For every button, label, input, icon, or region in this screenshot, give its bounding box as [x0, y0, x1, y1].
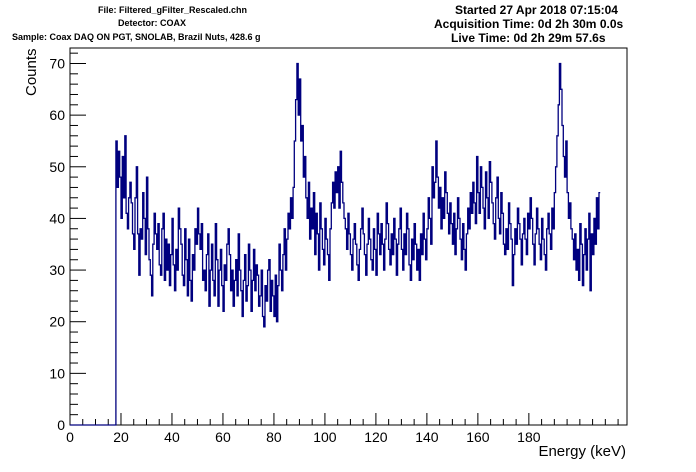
y-tick-label: 0 [57, 417, 65, 433]
y-tick-labels: 0 10 20 30 40 50 60 70 [49, 55, 65, 433]
file-label: File: Filtered_gFilter_Rescaled.chn [98, 5, 248, 15]
x-tick-label: 0 [66, 429, 74, 445]
x-tick-label: 140 [415, 429, 439, 445]
sample-label: Sample: Coax DAQ ON PGT, SNOLAB, Brazil … [12, 32, 261, 42]
y-tick-label: 10 [49, 365, 65, 381]
acquisition-time-label: Acquisition Time: 0d 2h 30m 0.0s [434, 17, 624, 31]
x-tick-label: 40 [164, 429, 180, 445]
y-tick-label: 30 [49, 262, 65, 278]
x-tick-label: 120 [364, 429, 388, 445]
y-tick-label: 50 [49, 159, 65, 175]
x-tick-label: 20 [113, 429, 129, 445]
y-tick-label: 70 [49, 55, 65, 71]
x-tick-label: 160 [466, 429, 490, 445]
x-axis-title: Energy (keV) [538, 443, 626, 460]
y-axis-title: Counts [23, 48, 40, 96]
x-tick-label: 60 [215, 429, 231, 445]
y-tick-label: 20 [49, 314, 65, 330]
x-tick-labels: 0 20 40 60 80 100 120 140 160 180 [66, 429, 541, 445]
plot-frame [69, 47, 628, 426]
axis-ticks [69, 52, 619, 426]
x-tick-label: 100 [313, 429, 337, 445]
live-time-label: Live Time: 0d 2h 29m 57.6s [451, 31, 606, 45]
detector-label: Detector: COAX [118, 18, 187, 28]
spectrum-line [70, 62, 601, 426]
y-tick-label: 60 [49, 107, 65, 123]
y-tick-label: 40 [49, 210, 65, 226]
x-tick-label: 180 [517, 429, 541, 445]
started-label: Started 27 Apr 2018 07:15:04 [455, 3, 618, 17]
x-tick-label: 80 [266, 429, 282, 445]
